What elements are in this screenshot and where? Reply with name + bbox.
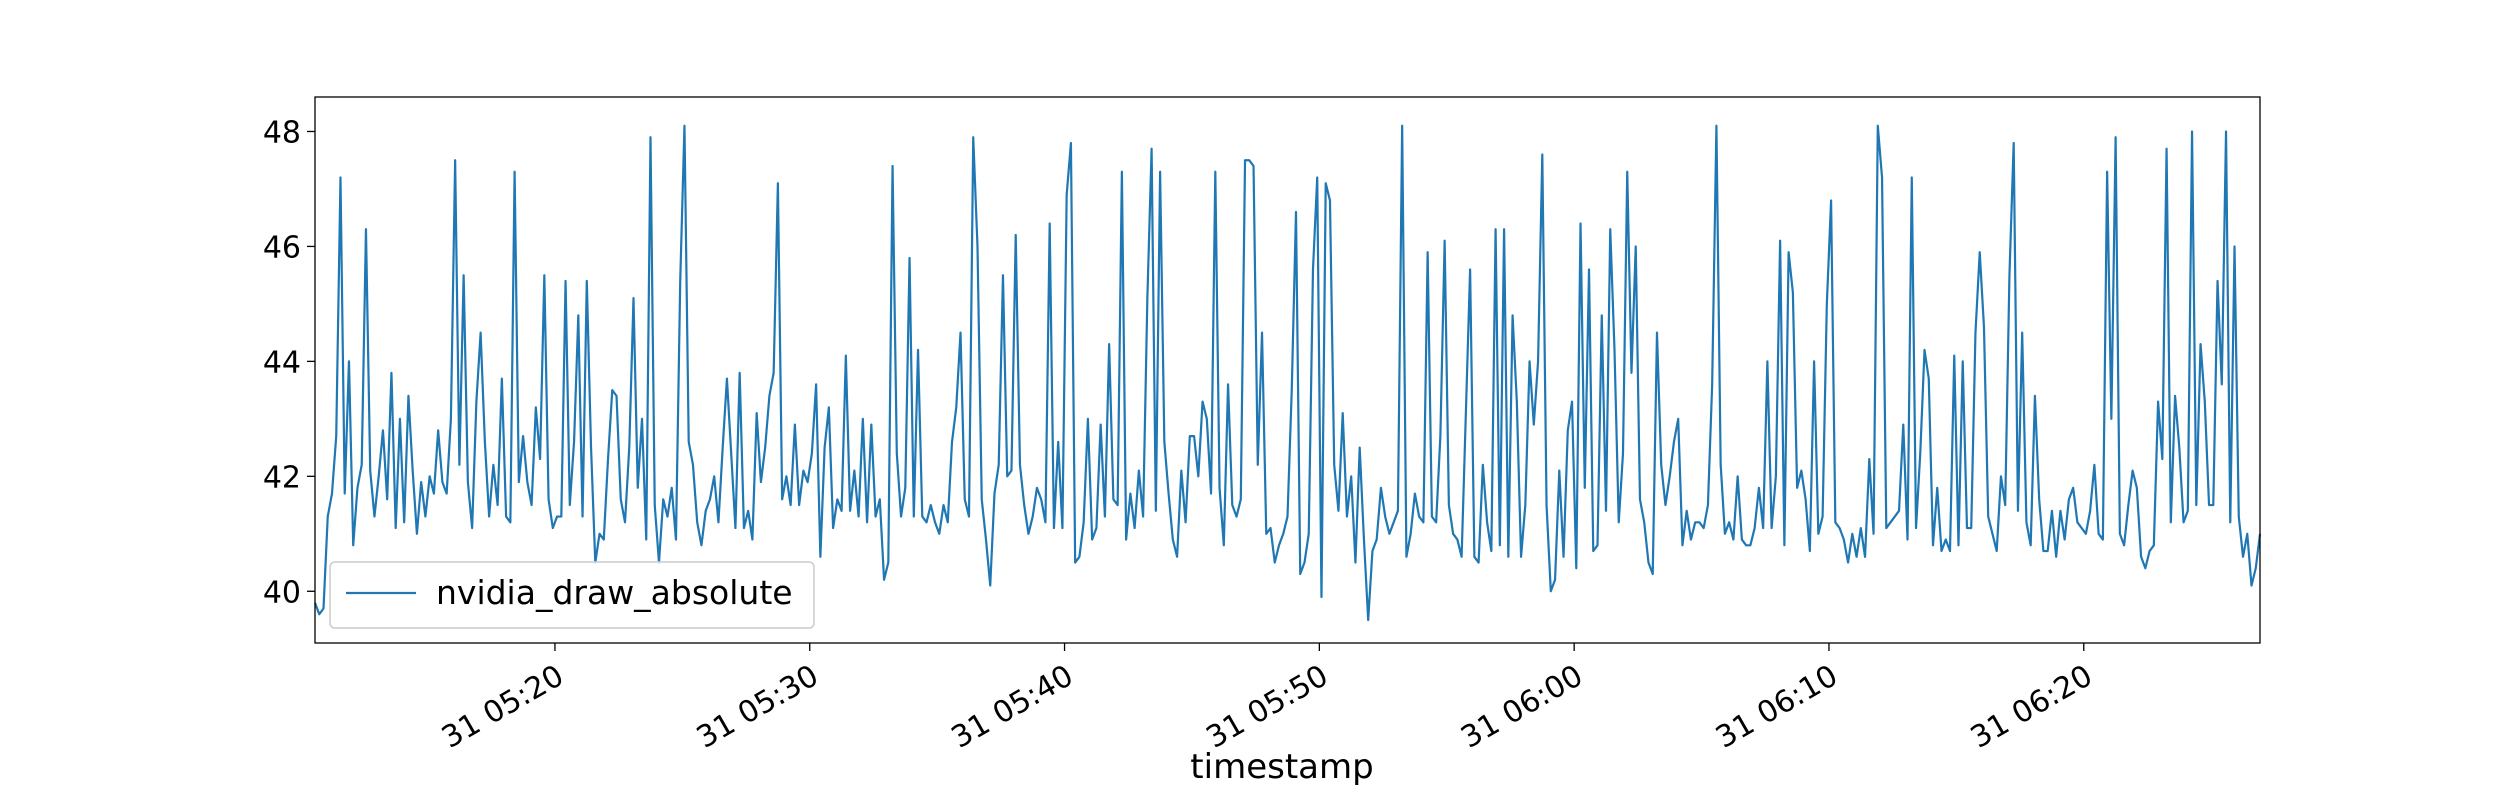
x-tick-label: 31 05:30 xyxy=(691,658,825,755)
y-tick-label: 42 xyxy=(263,460,301,495)
y-tick-label: 48 xyxy=(263,115,301,150)
y-tick-label: 44 xyxy=(263,345,301,380)
x-tick-label: 31 06:00 xyxy=(1455,658,1589,755)
legend-box xyxy=(329,561,815,629)
x-axis-label: timestamp xyxy=(1190,747,1373,787)
plot-area xyxy=(313,124,2262,622)
legend-label: nvidia_draw_absolute xyxy=(436,573,793,612)
x-tick-label: 31 05:20 xyxy=(436,658,570,755)
x-tick-label: 31 05:50 xyxy=(1200,658,1334,755)
legend: nvidia_draw_absolute xyxy=(329,561,815,629)
x-tick-label: 31 06:10 xyxy=(1710,658,1844,755)
y-tick-label: 46 xyxy=(263,230,301,265)
series-line-nvidia-draw-absolute xyxy=(313,124,2262,622)
x-tick-label: 31 06:20 xyxy=(1965,658,2099,755)
x-tick-label: 31 05:40 xyxy=(946,658,1080,755)
plot-frame xyxy=(314,96,2261,644)
y-tick-label: 40 xyxy=(263,575,301,610)
